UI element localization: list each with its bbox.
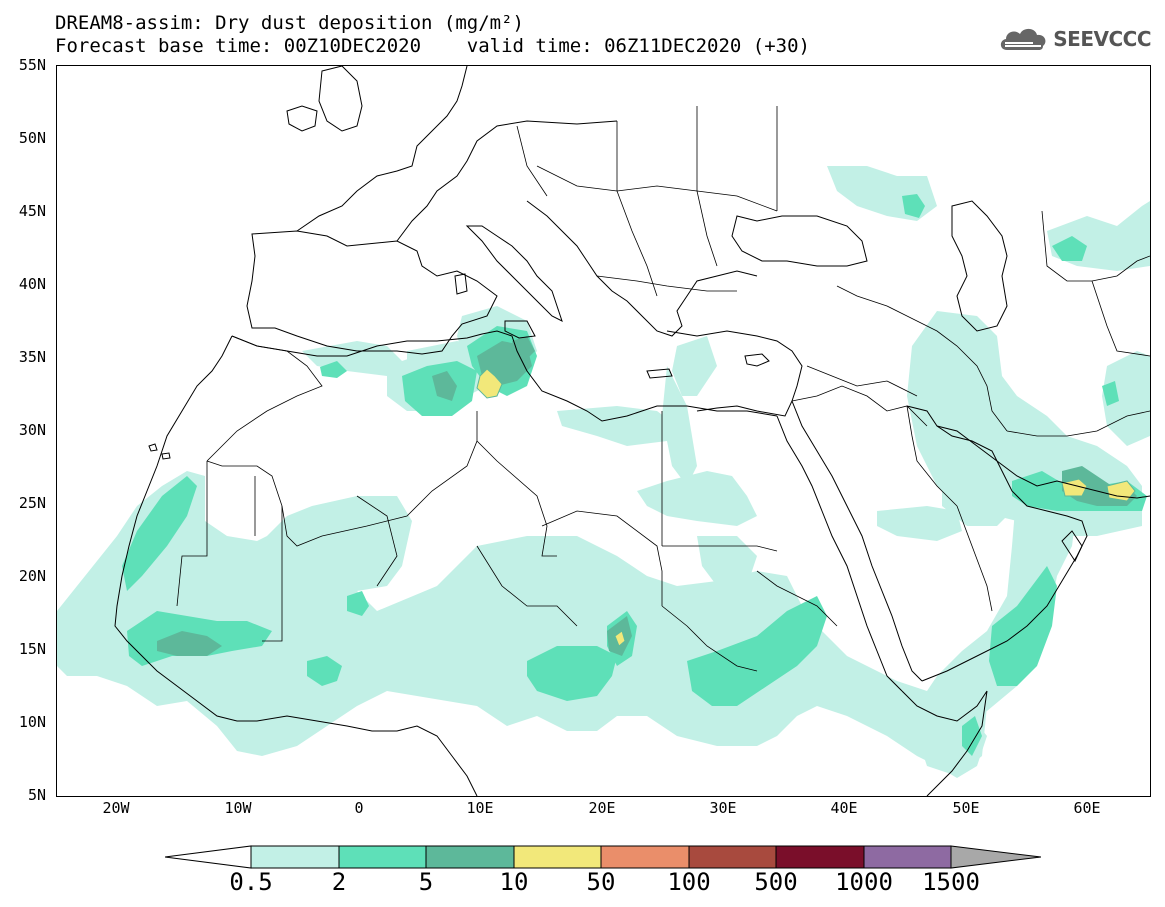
colorbar-label: 500 — [754, 868, 798, 896]
colorbar-high-arrow — [950, 845, 1041, 869]
lat-tick-label: 35N — [18, 348, 46, 366]
colorbar — [165, 845, 1041, 869]
logo-text: SEEVCCC — [1053, 27, 1151, 51]
map-panel — [56, 65, 1151, 797]
lat-tick-label: 50N — [18, 129, 46, 147]
lat-tick-label: 15N — [18, 640, 46, 658]
colorbar-bin — [250, 845, 340, 869]
colorbar-label: 1000 — [835, 868, 893, 896]
seevccc-logo: SEEVCCC — [997, 24, 1151, 54]
lon-tick-label: 30E — [709, 799, 737, 817]
colorbar-bin — [425, 845, 515, 869]
colorbar-bin — [338, 845, 427, 869]
cloud-icon — [1001, 28, 1046, 50]
country-borders — [176, 106, 1150, 672]
lon-tick-label: 10W — [224, 799, 252, 817]
lon-tick-label: 40E — [830, 799, 858, 817]
map-title: DREAM8-assim: Dry dust deposition (mg/m²… — [55, 12, 524, 34]
lon-tick-label: 60E — [1073, 799, 1101, 817]
lat-tick-label: 20N — [18, 567, 46, 585]
colorbar-bin — [863, 845, 952, 869]
lon-tick-label: 10E — [466, 799, 494, 817]
lat-tick-label: 10N — [18, 713, 46, 731]
lon-tick-label: 20E — [588, 799, 616, 817]
lon-tick-label: 50E — [952, 799, 980, 817]
coastlines — [114, 66, 1150, 796]
map-canvas — [57, 66, 1150, 796]
lat-tick-label: 5N — [27, 786, 46, 804]
colorbar-bin — [688, 845, 777, 869]
lat-tick-label: 55N — [18, 56, 46, 74]
colorbar-label: 100 — [667, 868, 711, 896]
lon-tick-label: 0 — [354, 799, 364, 817]
colorbar-bin — [600, 845, 690, 869]
colorbar-label: 5 — [418, 868, 434, 896]
dust-field-level4 — [476, 368, 1136, 647]
colorbar-bin — [513, 845, 602, 869]
lon-tick-label: 20W — [102, 799, 130, 817]
colorbar-label: 10 — [499, 868, 529, 896]
lat-tick-label: 40N — [18, 275, 46, 293]
lat-tick-label: 30N — [18, 421, 46, 439]
colorbar-label: 50 — [586, 868, 616, 896]
lat-tick-label: 45N — [18, 202, 46, 220]
colorbar-label: 2 — [331, 868, 347, 896]
colorbar-label: 1500 — [922, 868, 980, 896]
lat-tick-label: 25N — [18, 494, 46, 512]
colorbar-low-arrow — [165, 845, 252, 869]
colorbar-label: 0.5 — [229, 868, 273, 896]
colorbar-bin — [775, 845, 865, 869]
map-subtitle: Forecast base time: 00Z10DEC2020 valid t… — [55, 35, 810, 57]
